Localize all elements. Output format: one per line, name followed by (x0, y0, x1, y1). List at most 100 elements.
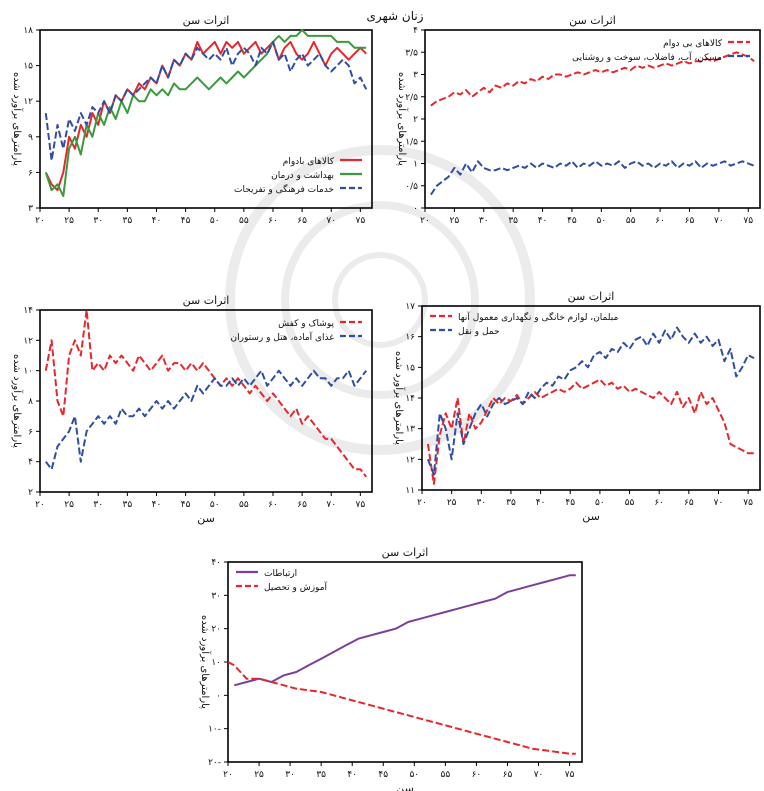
y-tick-label: ۱۰ (23, 367, 33, 377)
legend-label: آموزش و تحصیل (264, 581, 328, 593)
chart-title: اثرات سن (183, 294, 230, 307)
y-tick-label: ۴ (28, 458, 33, 468)
y-tick-label: ۲ (413, 115, 418, 125)
x-tick-label: ۶۵ (685, 216, 695, 226)
x-tick-label: ۵۰ (210, 216, 220, 226)
x-tick-label: ۳۵ (316, 770, 326, 780)
y-axis-label: پارامترهای برآورد شده (199, 615, 212, 709)
x-tick-label: ۴۰ (152, 216, 162, 226)
plot-frame (39, 29, 373, 209)
y-tick-label: ۱۲ (23, 97, 33, 107)
y-tick-label: ۱ (413, 160, 418, 170)
y-tick-label: ۱۴ (405, 394, 415, 404)
series-line-1 (44, 40, 367, 192)
y-tick-label: ۰ (216, 691, 221, 701)
y-tick-label: ۸ (28, 397, 33, 407)
series-line-1 (233, 574, 576, 687)
y-tick-label: ۳۰ (211, 591, 221, 601)
x-tick-label: ۵۵ (239, 500, 249, 510)
chart-panel-1: اثرات سن پارامترهای برآورد شده ۲۰ ۲۵ ۳۰ ۳۵ ۴۰ ۴… (11, 14, 373, 226)
chart-panel-4: اثرات سن پارامترهای برآورد شده سن ۲۰ ۲۵ ۳۰ ۳۵ ۴… (393, 290, 761, 523)
y-axis-label: پارامترهای برآورد شده (11, 354, 24, 448)
series-line-1 (426, 378, 755, 485)
y-tick-label: ۱۲ (23, 336, 33, 346)
y-tick-label: ۳ (28, 204, 33, 214)
x-axis-label: سن (396, 782, 414, 791)
x-tick-label: ۳۵ (123, 216, 133, 226)
x-tick-label: ۳۰ (285, 770, 295, 780)
chart-title: اثرات سن (568, 290, 615, 303)
x-tick-label: ۶۰ (654, 498, 664, 508)
y-axis-label: پارامترهای برآورد شده (393, 351, 406, 445)
x-axis-label: سن (197, 512, 215, 525)
y-tick-label: ۱۵ (405, 363, 415, 373)
x-tick-label: ۵۵ (239, 216, 249, 226)
x-tick-label: ۲۵ (447, 498, 457, 508)
x-tick-label: ۷۵ (743, 216, 753, 226)
y-tick-label: ۱۳ (405, 425, 415, 435)
y-tick-label: ۴ (413, 26, 418, 36)
x-tick-label: ۷۰ (326, 500, 336, 510)
chart-title: اثرات سن (183, 14, 230, 27)
series-line-2 (426, 326, 755, 476)
x-tick-label: ۴۰ (347, 770, 357, 780)
y-tick-label: ۱۶ (405, 333, 415, 343)
x-axis-label: سن (582, 510, 600, 523)
series-line-1 (430, 51, 755, 107)
legend-label: خدمات فرهنگی و تفریحات (234, 183, 334, 195)
legend-label: حمل و نقل (458, 327, 500, 337)
legend-label: بهداشت و درمان (271, 171, 334, 181)
y-tick-label: ۲۰- (208, 758, 221, 768)
x-tick-label: ۳۰ (93, 216, 103, 226)
x-tick-label: ۴۵ (181, 216, 191, 226)
x-tick-label: ۵۵ (625, 498, 635, 508)
legend-label: مسکن، آب، فاضلاب، سوخت و روشنایی (572, 51, 722, 63)
x-tick-label: ۲۰ (223, 770, 233, 780)
x-tick-label: ۴۰ (152, 500, 162, 510)
y-tick-label: ۱۵ (23, 62, 33, 72)
y-tick-label: ۱۸ (23, 26, 33, 36)
y-tick-label: ۱۷ (405, 302, 415, 312)
x-tick-label: ۳۵ (508, 216, 518, 226)
page-caption: زنان شهری (366, 9, 423, 24)
x-tick-label: ۵۰ (596, 216, 606, 226)
y-tick-label: ۱۱ (405, 486, 415, 496)
x-tick-label: ۳۵ (506, 498, 516, 508)
x-tick-label: ۶۰ (472, 770, 482, 780)
x-tick-label: ۶۵ (503, 770, 513, 780)
x-tick-label: ۴۵ (565, 498, 575, 508)
x-tick-label: ۷۰ (714, 498, 724, 508)
chart-panel-3: اثرات سن پارامترهای برآورد شده سن ۲۰ ۲۵ ۳۰ ۳۵ ۴… (11, 294, 373, 525)
y-tick-label: ۱۰- (208, 725, 221, 735)
y-tick-label: ۹ (28, 133, 33, 143)
y-tick-label: ۰/۵ (405, 182, 418, 192)
y-tick-label: ۲۰ (211, 625, 221, 635)
series-line-3 (44, 40, 368, 162)
legend-label: کالاهای بی دوام (663, 39, 723, 49)
x-tick-label: ۴۵ (567, 216, 577, 226)
x-tick-label: ۷۵ (356, 500, 366, 510)
legend-label: کالاهای بادوام (283, 157, 335, 167)
x-tick-label: ۲۵ (64, 216, 74, 226)
y-tick-label: ۳ (413, 71, 418, 81)
x-tick-label: ۲۵ (64, 500, 74, 510)
x-tick-label: ۶۰ (655, 216, 665, 226)
x-tick-label: ۲۵ (254, 770, 264, 780)
x-tick-label: ۴۵ (378, 770, 388, 780)
legend-label: ارتباطات (264, 569, 297, 579)
x-tick-label: ۳۰ (93, 500, 103, 510)
x-tick-label: ۲۰ (35, 500, 45, 510)
legend-label: غذای آماده، هتل و رستوران (231, 331, 335, 343)
y-tick-label: ۱/۵ (405, 137, 418, 147)
x-tick-label: ۶۵ (684, 498, 694, 508)
x-tick-label: ۷۰ (326, 216, 336, 226)
y-tick-label: ۲/۵ (405, 93, 418, 103)
x-tick-label: ۵۵ (626, 216, 636, 226)
legend-label: مبلمان، لوازم خانگی و نگهداری معمول آنها (458, 311, 618, 323)
x-tick-label: ۷۰ (534, 770, 544, 780)
y-tick-label: ۱۴ (23, 306, 33, 316)
x-tick-label: ۵۰ (409, 770, 419, 780)
x-tick-label: ۳۰ (476, 498, 486, 508)
